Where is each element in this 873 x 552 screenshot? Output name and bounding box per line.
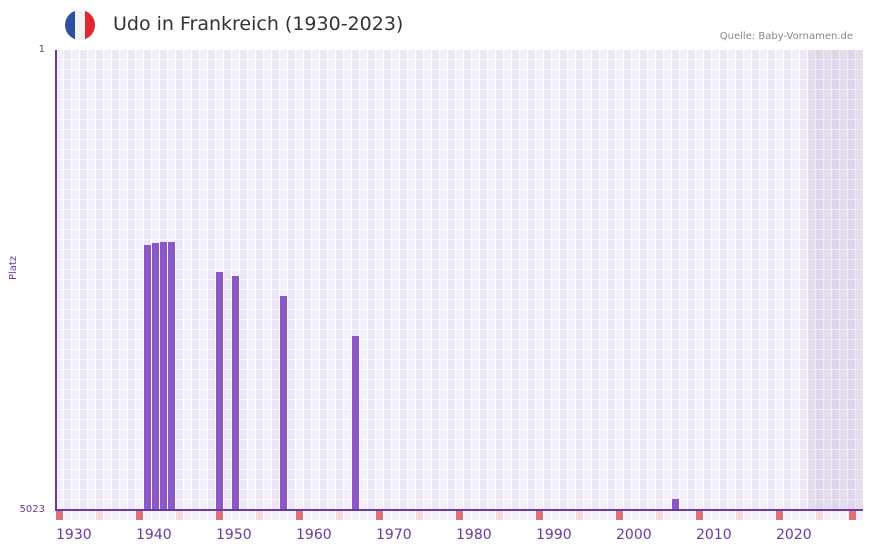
year-marker-1960 bbox=[296, 511, 303, 520]
y-axis-label: Platz bbox=[8, 255, 19, 280]
year-marker-1945 bbox=[176, 511, 183, 520]
x-tick-1970: 1970 bbox=[376, 527, 412, 543]
bar-1950 bbox=[216, 272, 223, 510]
bar-1952 bbox=[232, 275, 239, 510]
bar-1958 bbox=[280, 295, 287, 510]
x-tick-2020: 2020 bbox=[776, 527, 812, 543]
year-marker-1975 bbox=[416, 511, 423, 520]
year-marker-2010 bbox=[696, 511, 703, 520]
year-marker-2015 bbox=[736, 511, 743, 520]
bar-1941 bbox=[144, 245, 151, 510]
x-tick-2000: 2000 bbox=[616, 527, 652, 543]
bar-1942 bbox=[152, 242, 159, 510]
x-tick-1940: 1940 bbox=[136, 527, 172, 543]
year-marker-1935 bbox=[96, 511, 103, 520]
bar-1967 bbox=[352, 335, 359, 510]
x-tick-1990: 1990 bbox=[536, 527, 572, 543]
projection-shade bbox=[808, 50, 863, 510]
france-flag-icon bbox=[65, 10, 95, 40]
year-marker-2025 bbox=[816, 511, 823, 520]
year-marker-1985 bbox=[496, 511, 503, 520]
year-marker-1980 bbox=[456, 511, 463, 520]
year-marker-1955 bbox=[256, 511, 263, 520]
x-axis bbox=[55, 509, 863, 511]
year-marker-1950 bbox=[216, 511, 223, 520]
bar-2007 bbox=[672, 499, 679, 510]
source-label: Quelle: Baby-Vornamen.de bbox=[719, 31, 853, 42]
x-tick-1980: 1980 bbox=[456, 527, 492, 543]
year-marker-1930 bbox=[56, 511, 63, 520]
chart-title: Udo in Frankreich (1930-2023) bbox=[113, 13, 404, 35]
y-axis bbox=[55, 50, 57, 511]
plot-area bbox=[56, 50, 863, 510]
year-marker-2000 bbox=[616, 511, 623, 520]
bar-1943 bbox=[160, 241, 167, 510]
y-tick-top: 1 bbox=[38, 44, 45, 55]
year-marker-1970 bbox=[376, 511, 383, 520]
x-tick-2010: 2010 bbox=[696, 527, 732, 543]
y-tick-bottom: 5023 bbox=[19, 504, 45, 515]
year-marker-1990 bbox=[536, 511, 543, 520]
year-marker-1995 bbox=[576, 511, 583, 520]
year-marker-2005 bbox=[656, 511, 663, 520]
x-tick-1930: 1930 bbox=[56, 527, 92, 543]
year-marker-1940 bbox=[136, 511, 143, 520]
bar-1944 bbox=[168, 241, 175, 510]
year-marker-2020 bbox=[776, 511, 783, 520]
x-tick-1950: 1950 bbox=[216, 527, 252, 543]
year-marker-end bbox=[849, 511, 856, 520]
year-marker-1965 bbox=[336, 511, 343, 520]
x-tick-1960: 1960 bbox=[296, 527, 332, 543]
